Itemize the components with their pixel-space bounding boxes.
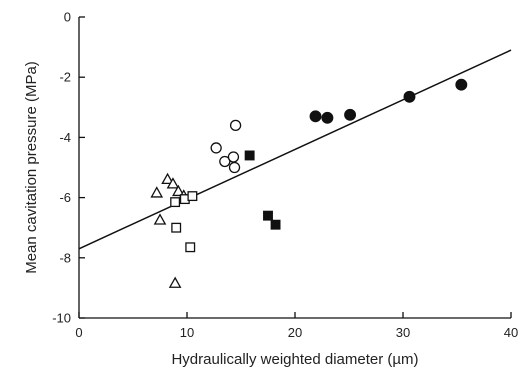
data-point-open-triangle bbox=[161, 172, 174, 185]
x-tick-label: 20 bbox=[288, 325, 302, 340]
axis-ticks bbox=[78, 16, 512, 319]
x-axis-title: Hydraulically weighted diameter (µm) bbox=[171, 351, 418, 368]
y-tick-label: -10 bbox=[52, 311, 71, 326]
y-tick-label: 0 bbox=[64, 10, 71, 25]
data-point-open-circle bbox=[219, 155, 231, 168]
x-tick-label: 0 bbox=[75, 325, 82, 340]
x-tick-label: 40 bbox=[504, 325, 518, 340]
data-points bbox=[150, 78, 468, 288]
data-point-open-triangle bbox=[168, 276, 182, 288]
data-point-open-square bbox=[171, 222, 182, 233]
data-point-filled-circle bbox=[344, 108, 357, 121]
data-point-open-circle bbox=[228, 161, 241, 174]
axes bbox=[78, 17, 511, 319]
y-tick-label: -8 bbox=[59, 250, 71, 265]
data-point-filled-circle bbox=[455, 78, 468, 91]
y-tick-label: -2 bbox=[59, 70, 71, 85]
y-axis-title: Mean cavitation pressure (MPa) bbox=[23, 61, 40, 274]
tick-labels: 0 10 20 30 40 0 -2 -4 -6 -8 -10 bbox=[52, 10, 518, 341]
data-point-open-square bbox=[187, 191, 198, 202]
data-point-open-square bbox=[170, 197, 181, 208]
data-point-open-triangle bbox=[153, 213, 167, 225]
data-point-open-triangle bbox=[150, 186, 164, 198]
data-point-open-circle bbox=[210, 142, 222, 154]
y-tick-label: -4 bbox=[59, 130, 71, 145]
x-tick-label: 10 bbox=[180, 325, 194, 340]
data-point-open-circle bbox=[229, 119, 242, 132]
data-point-filled-square bbox=[270, 219, 281, 230]
x-tick-label: 30 bbox=[396, 325, 410, 340]
data-point-filled-square bbox=[244, 150, 255, 161]
data-point-open-triangle bbox=[172, 184, 185, 197]
y-tick-label: -6 bbox=[59, 190, 71, 205]
regression-line bbox=[78, 49, 512, 250]
data-point-filled-circle bbox=[321, 111, 334, 124]
data-point-filled-square bbox=[263, 210, 273, 221]
data-point-open-square bbox=[185, 242, 196, 253]
data-point-open-triangle bbox=[166, 177, 180, 189]
data-point-filled-circle bbox=[309, 110, 322, 123]
data-point-filled-circle bbox=[403, 90, 416, 103]
data-point-open-circle bbox=[227, 151, 240, 163]
